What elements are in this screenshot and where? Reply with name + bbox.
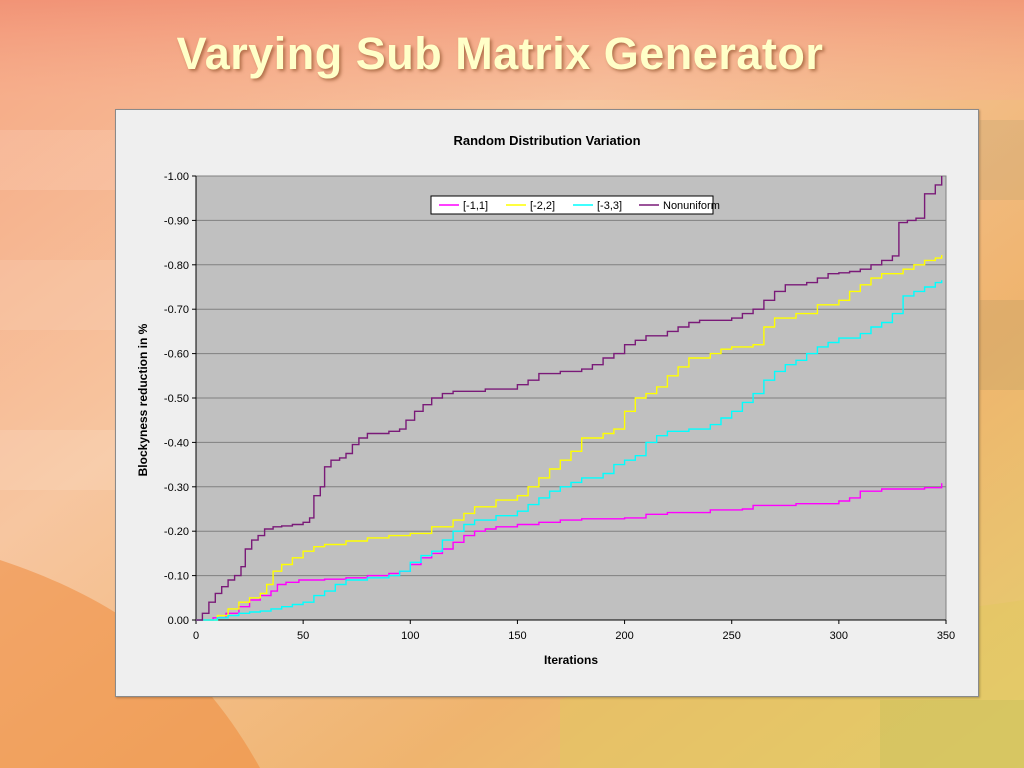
series-line-3 xyxy=(196,176,943,621)
y-axis-label: Blockyness reduction in % xyxy=(136,323,150,476)
chart-frame: 0.00 -0.10 -0.20 -0.30 -0.40 -0.50 -0.60 -0.70 -… xyxy=(115,109,979,697)
y-tick-label: -0.70 xyxy=(164,304,189,316)
slide-title: Varying Sub Matrix Generator xyxy=(176,28,824,79)
y-tick-label: -0.50 xyxy=(164,393,189,405)
series-line-0 xyxy=(196,483,943,621)
x-tick-label: 0 xyxy=(193,630,199,642)
y-tick-label: 0.00 xyxy=(168,615,189,627)
chart-title: Random Distribution Variation xyxy=(453,133,640,148)
y-tick-label: -0.20 xyxy=(164,526,189,538)
y-tick-label: -0.60 xyxy=(164,349,189,361)
x-tick-label: 50 xyxy=(297,630,309,642)
y-tick-label: -0.30 xyxy=(164,482,189,494)
x-tick-label: 200 xyxy=(615,630,633,642)
x-tick-label: 250 xyxy=(723,630,741,642)
series-line-1 xyxy=(196,255,943,621)
y-tick-label: -0.80 xyxy=(164,260,189,272)
legend-label: Nonuniform xyxy=(663,200,720,212)
legend-box xyxy=(430,195,714,215)
y-tick-label: -0.40 xyxy=(164,437,189,449)
x-tick-label: 150 xyxy=(508,630,526,642)
y-tick-label: -0.90 xyxy=(164,215,189,227)
x-tick-label: 100 xyxy=(401,630,419,642)
x-axis-label: Iterations xyxy=(544,653,598,667)
chart: 0.00 -0.10 -0.20 -0.30 -0.40 -0.50 -0.60 -0.70 -… xyxy=(136,133,955,667)
x-tick-label: 300 xyxy=(830,630,848,642)
legend-label: [-2,2] xyxy=(530,200,555,212)
legend-label: [-3,3] xyxy=(597,200,622,212)
x-tick-label: 350 xyxy=(937,630,955,642)
y-tick-label: -0.10 xyxy=(164,571,189,583)
series-line-2 xyxy=(196,280,943,621)
y-tick-label: -1.00 xyxy=(164,171,189,183)
legend-label: [-1,1] xyxy=(463,200,488,212)
